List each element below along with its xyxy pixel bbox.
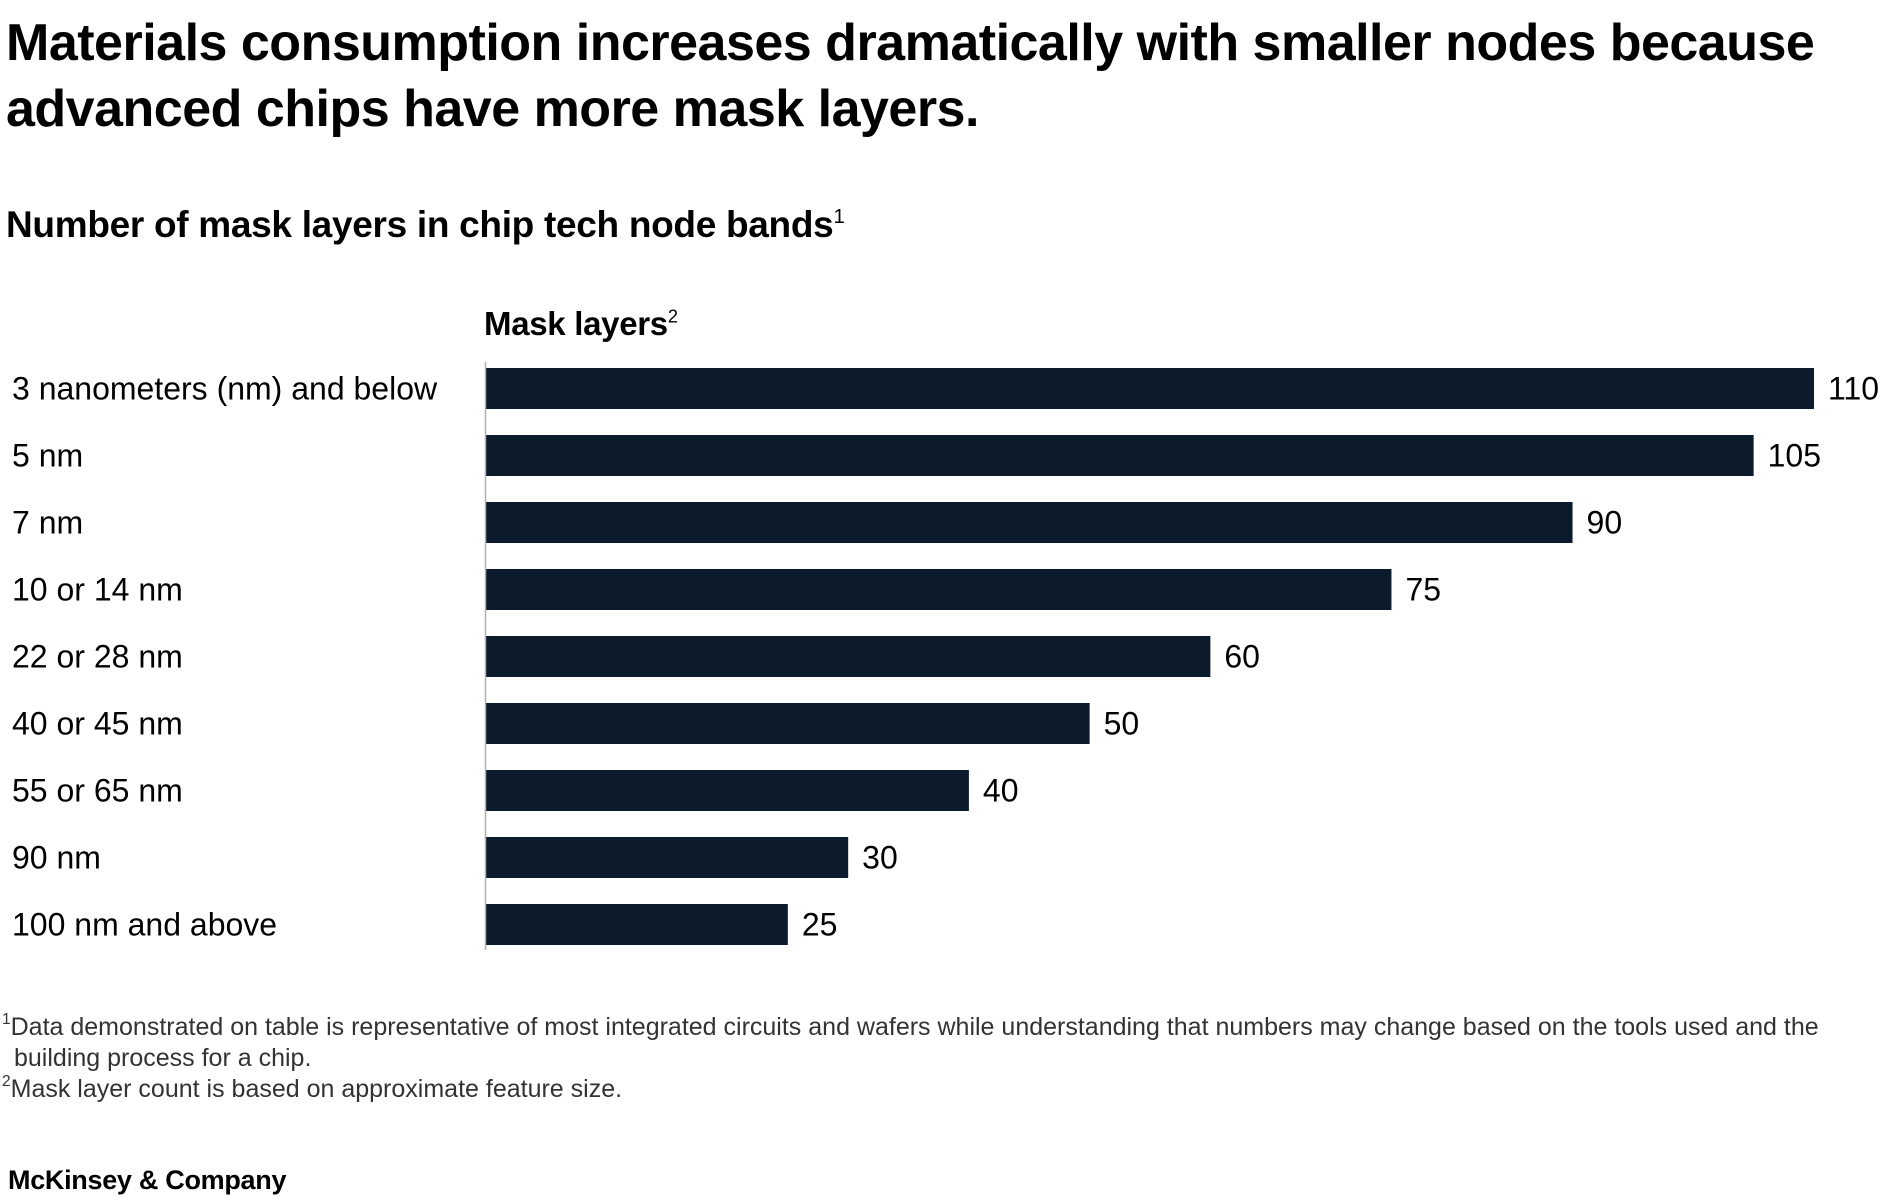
- bar: [486, 770, 969, 811]
- subtitle-footnote-marker: 1: [833, 205, 845, 228]
- data-label: 90: [1587, 505, 1623, 541]
- category-label: 22 or 28 nm: [12, 639, 183, 675]
- value-axis-title: Mask layers2: [484, 302, 678, 346]
- data-label: 50: [1104, 706, 1140, 742]
- axis-title-footnote-marker: 2: [667, 306, 678, 327]
- value-axis-title-text: Mask layers: [484, 305, 668, 342]
- footnote-1-text: Data demonstrated on table is representa…: [10, 1013, 1819, 1072]
- data-label: 60: [1224, 639, 1260, 675]
- category-label: 5 nm: [12, 438, 83, 474]
- footnote-1-marker: 1: [2, 1011, 11, 1029]
- footnote-2: 2Mask layer count is based on approximat…: [2, 1074, 1872, 1105]
- chart-subtitle: Number of mask layers in chip tech node …: [6, 202, 845, 248]
- footnote-2-text: Mask layer count is based on approximate…: [10, 1075, 623, 1103]
- source-brand: McKinsey & Company: [8, 1165, 287, 1195]
- category-label: 90 nm: [12, 840, 101, 876]
- data-label: 30: [862, 840, 898, 876]
- footnote-1: 1Data demonstrated on table is represent…: [2, 1012, 1872, 1074]
- footnote-2-marker: 2: [2, 1073, 11, 1091]
- data-label: 110: [1828, 371, 1879, 407]
- footnotes: 1Data demonstrated on table is represent…: [2, 1012, 1872, 1105]
- bar-chart: 3 nanometers (nm) and below 110 5 nm 105 7 n…: [12, 362, 1879, 950]
- bar: [486, 904, 788, 945]
- bar: [486, 636, 1211, 677]
- data-label: 40: [983, 773, 1019, 809]
- category-label: 10 or 14 nm: [12, 572, 183, 608]
- category-label: 100 nm and above: [12, 907, 277, 943]
- bar: [486, 502, 1573, 543]
- category-label: 7 nm: [12, 505, 83, 541]
- category-label: 3 nanometers (nm) and below: [12, 371, 438, 407]
- bar: [486, 703, 1090, 744]
- category-label: 40 or 45 nm: [12, 706, 183, 742]
- bar: [486, 837, 849, 878]
- data-label: 75: [1405, 572, 1441, 608]
- category-label: 55 or 65 nm: [12, 773, 183, 809]
- chart-subtitle-text: Number of mask layers in chip tech node …: [6, 204, 834, 245]
- bar: [486, 569, 1392, 610]
- data-label: 105: [1768, 438, 1821, 474]
- bar: [486, 435, 1754, 476]
- chart-headline: Materials consumption increases dramatic…: [6, 14, 1815, 138]
- bar: [486, 368, 1814, 409]
- data-label: 25: [802, 907, 838, 943]
